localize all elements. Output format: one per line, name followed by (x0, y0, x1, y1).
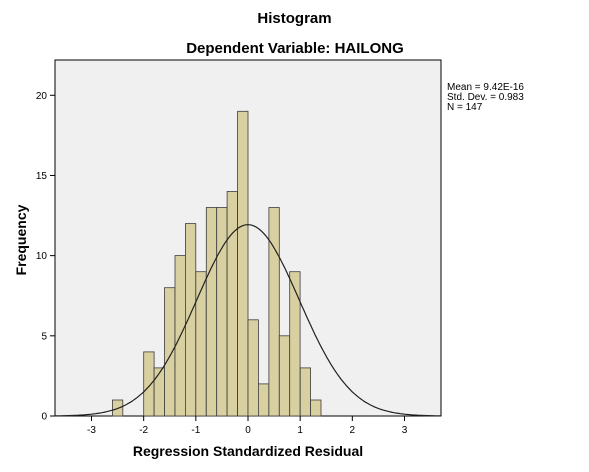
histogram-bar (257, 383, 270, 417)
histogram-bar (226, 191, 238, 417)
x-tick-label: -2 (139, 425, 148, 436)
histogram-bar (268, 207, 280, 417)
x-axis-ticks: -3 -2 -1 0 1 2 3 (87, 416, 408, 436)
x-tick-label: -1 (191, 425, 200, 436)
histogram-bar (184, 223, 197, 417)
y-axis-ticks: 0 5 10 15 20 (36, 91, 55, 423)
y-tick-label: 0 (41, 412, 47, 423)
y-tick-label: 10 (36, 251, 48, 262)
y-axis-label: Frequency (13, 204, 29, 275)
histogram-bars (112, 110, 322, 417)
histogram-bar (310, 399, 322, 417)
histogram-bar (299, 367, 312, 417)
normal-curve (55, 224, 441, 417)
y-tick-label: 5 (41, 331, 47, 342)
stats-std-dev: Std. Dev. = 0.983 (447, 92, 524, 103)
y-tick-label: 15 (36, 171, 48, 182)
histogram-bar (153, 367, 165, 417)
chart-subtitle: Dependent Variable: HAILONG (186, 40, 404, 57)
stats-box: Mean = 9.42E-16 Std. Dev. = 0.983 N = 14… (447, 83, 524, 113)
x-tick-label: 0 (245, 425, 251, 436)
histogram-bar (278, 335, 291, 417)
x-axis-label: Regression Standardized Residual (133, 443, 363, 459)
x-tick-label: 2 (350, 425, 356, 436)
stats-mean: Mean = 9.42E-16 (447, 82, 524, 93)
histogram-bar (195, 271, 207, 417)
histogram-bar (164, 287, 176, 417)
x-tick-label: 1 (297, 425, 303, 436)
histogram-bar (237, 110, 249, 417)
histogram-bar (143, 351, 155, 417)
histogram-bar (289, 271, 301, 417)
stats-n: N = 147 (447, 102, 483, 113)
histogram-bar (216, 207, 228, 417)
y-tick-label: 20 (36, 91, 48, 102)
x-tick-label: 3 (402, 425, 408, 436)
x-tick-label: -3 (87, 425, 96, 436)
histogram-bar (247, 319, 259, 417)
chart-title-top: Histogram (257, 10, 332, 27)
histogram-bar (205, 207, 218, 417)
